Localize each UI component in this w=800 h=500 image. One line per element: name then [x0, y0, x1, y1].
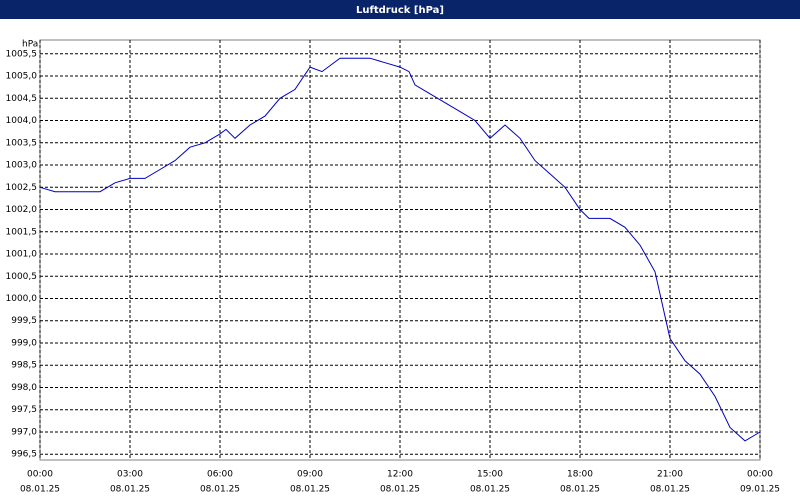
x-tick-label: 18:00	[567, 470, 593, 480]
y-tick-label: 1002,0	[6, 205, 38, 215]
y-tick-label: 1003,5	[6, 138, 38, 148]
x-tick-date: 08.01.25	[20, 485, 60, 495]
y-tick-label: 1002,5	[6, 183, 38, 193]
y-tick-label: 998,0	[11, 383, 37, 393]
x-tick-label: 00:00	[747, 470, 773, 480]
y-tick-label: 997,5	[11, 405, 37, 415]
x-tick-date: 08.01.25	[470, 485, 510, 495]
y-tick-label: 1000,0	[6, 294, 38, 304]
x-tick-label: 06:00	[207, 470, 233, 480]
x-tick-label: 12:00	[387, 470, 413, 480]
x-tick-label: 00:00	[27, 470, 53, 480]
y-tick-label: 1005,0	[6, 72, 38, 82]
y-tick-label: 999,0	[11, 338, 37, 348]
y-tick-label: 998,5	[11, 361, 37, 371]
x-tick-label: 21:00	[657, 470, 683, 480]
y-tick-label: 1004,5	[6, 94, 38, 104]
x-tick-date: 08.01.25	[380, 485, 420, 495]
title-bar	[0, 0, 800, 19]
x-tick-date: 08.01.25	[290, 485, 330, 495]
y-tick-label: 996,5	[11, 450, 37, 460]
x-tick-label: 09:00	[297, 470, 323, 480]
x-tick-date: 08.01.25	[200, 485, 240, 495]
y-tick-label: 999,5	[11, 316, 37, 326]
y-tick-label: 997,0	[11, 427, 37, 437]
x-tick-label: 03:00	[117, 470, 143, 480]
y-axis-label: hPa	[22, 40, 38, 50]
x-tick-date: 08.01.25	[560, 485, 600, 495]
y-tick-label: 1004,0	[6, 116, 38, 126]
y-tick-label: 1001,5	[6, 227, 38, 237]
x-tick-date: 08.01.25	[110, 485, 150, 495]
x-tick-date: 09.01.25	[740, 485, 780, 495]
chart-title: Luftdruck [hPa]	[356, 5, 444, 16]
y-tick-label: 1005,5	[6, 49, 38, 59]
data-line	[39, 57, 761, 442]
x-tick-label: 15:00	[477, 470, 503, 480]
x-tick-date: 08.01.25	[650, 485, 690, 495]
y-tick-label: 1000,5	[6, 272, 38, 282]
y-tick-label: 1003,0	[6, 161, 38, 171]
y-tick-label: 1001,0	[6, 250, 38, 260]
